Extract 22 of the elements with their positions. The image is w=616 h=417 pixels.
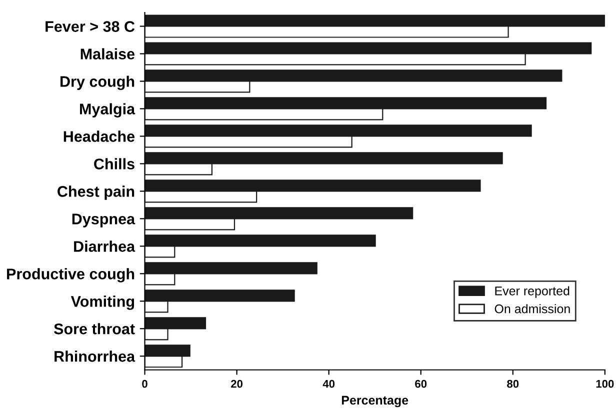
x-tick-label: 100: [596, 380, 614, 388]
x-tick-label: 20: [230, 380, 243, 388]
x-tick-label: 60: [415, 380, 427, 388]
y-tick-label: Fever > 38 C: [46, 21, 135, 32]
x-tick-label: 0: [142, 380, 148, 388]
x-axis-title: Percentage: [342, 396, 408, 408]
legend-label: Ever reported: [495, 286, 570, 298]
y-tick-label: Vomiting: [70, 296, 134, 310]
y-tick-label: Chest pain: [58, 186, 134, 200]
y-tick-label: Diarrhea: [74, 240, 136, 252]
y-tick-label: Myalgia: [80, 103, 136, 118]
x-tick-label: 40: [322, 380, 335, 388]
y-tick-label: Sore throat: [54, 323, 135, 334]
x-tick-label: 80: [507, 380, 519, 388]
y-tick-label: Malaise: [80, 48, 135, 60]
legend-label: On admission: [494, 304, 570, 314]
y-tick-label: Dyspnea: [72, 214, 136, 228]
y-tick-label: Dry cough: [60, 76, 134, 90]
y-tick-label: Productive cough: [7, 268, 134, 282]
y-tick-label: Headache: [64, 130, 135, 142]
y-tick-label: Chills: [94, 158, 134, 170]
y-tick-label: Rhinorrhea: [54, 350, 136, 362]
